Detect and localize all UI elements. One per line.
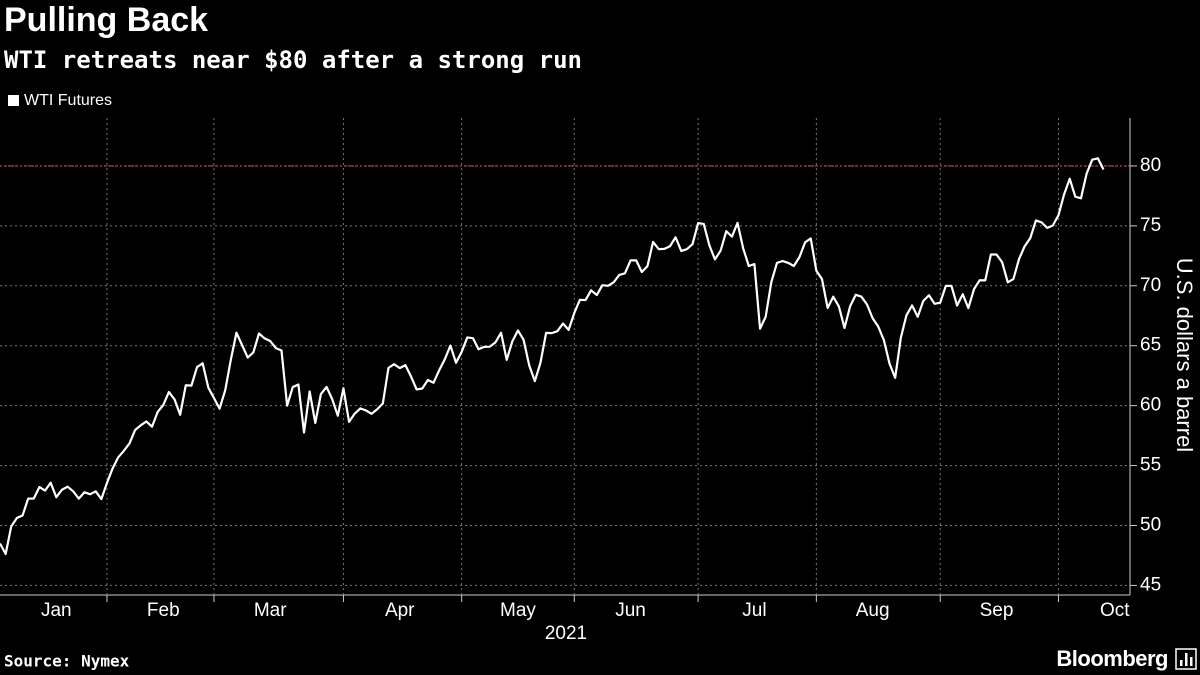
x-axis-label: 2021 (545, 623, 587, 644)
y-tick-label: 70 (1140, 275, 1161, 296)
x-tick-label: Jun (615, 600, 646, 621)
y-tick-label: 45 (1140, 574, 1161, 595)
legend-label: WTI Futures (24, 92, 112, 109)
x-tick-label: Sep (980, 600, 1014, 621)
data-line (0, 157, 1105, 556)
x-tick-label: Oct (1100, 600, 1130, 621)
y-tick-label: 75 (1140, 215, 1161, 236)
x-tick-label: Feb (147, 600, 180, 621)
chart-title: Pulling Back (4, 1, 208, 39)
x-tick-label: Apr (385, 600, 415, 621)
y-tick-label: 60 (1140, 395, 1161, 416)
chart-subtitle: WTI retreats near $80 after a strong run (4, 46, 582, 74)
x-tick-label: May (500, 600, 536, 621)
y-tick-label: 65 (1140, 335, 1161, 356)
legend-swatch (8, 95, 19, 106)
y-tick-label: 50 (1140, 515, 1161, 536)
x-tick-label: Jul (742, 600, 766, 621)
source: Source: Nymex (4, 652, 130, 671)
y-axis-label: U.S. dollars a barrel (1172, 258, 1197, 452)
x-tick-label: Aug (856, 600, 890, 621)
x-tick-label: Mar (254, 600, 287, 621)
y-tick-label: 55 (1140, 455, 1161, 476)
x-tick-label: Jan (41, 600, 72, 621)
y-tick-label: 80 (1140, 155, 1161, 176)
brand: Bloomberg (1056, 646, 1168, 671)
brand-icon (1175, 648, 1197, 670)
